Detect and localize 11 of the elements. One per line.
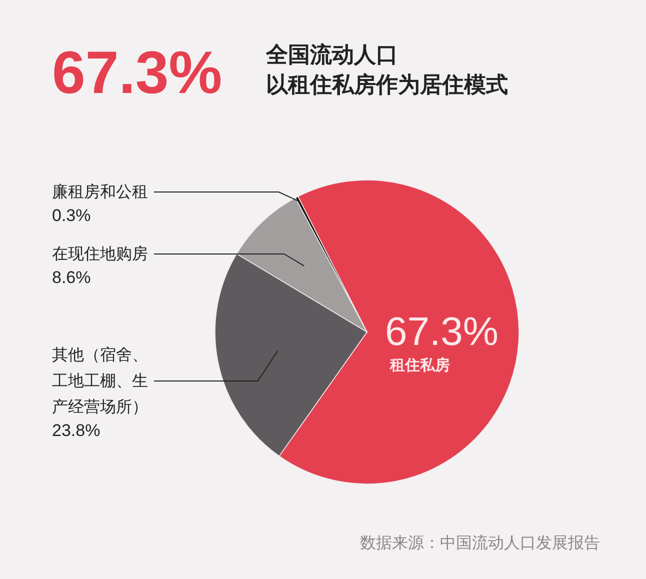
slice-label: 租住私房: [389, 356, 450, 374]
data-label: 0.3%: [52, 206, 91, 225]
slice-label: 其他（宿舍、工地工棚、生产经营场所）: [52, 346, 148, 416]
chart-title: 67.3%: [52, 39, 222, 106]
slice-label: 廉租房和公租: [52, 183, 148, 201]
data-label: 67.3%: [385, 310, 498, 354]
slice-label: 在现住地购房: [52, 245, 148, 263]
data-label: 23.8%: [52, 421, 100, 440]
data-label: 8.6%: [52, 268, 91, 287]
chart-subtitle: 全国流动人口以租住私房作为居住模式: [265, 42, 508, 97]
source-note: 数据来源：中国流动人口发展报告: [360, 533, 600, 552]
